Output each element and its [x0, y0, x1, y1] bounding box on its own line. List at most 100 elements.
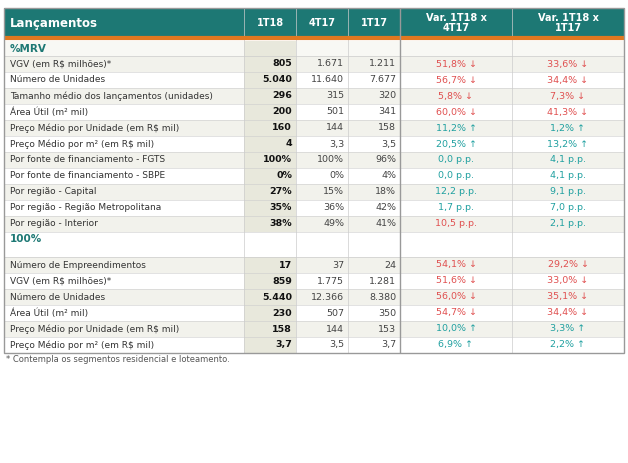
Bar [4, 72, 624, 88]
Bar [244, 72, 296, 88]
Text: Preço Médio por m² (em R$ mil): Preço Médio por m² (em R$ mil) [10, 139, 154, 149]
Text: 3,7: 3,7 [381, 340, 396, 350]
Text: Por região - Interior: Por região - Interior [10, 219, 98, 229]
Text: 4: 4 [285, 139, 292, 149]
Text: 1.281: 1.281 [369, 276, 396, 286]
Bar [4, 184, 624, 200]
Bar [244, 337, 296, 353]
Bar [4, 337, 624, 353]
Text: Lançamentos: Lançamentos [10, 17, 98, 30]
Text: Preço Médio por Unidade (em R$ mil): Preço Médio por Unidade (em R$ mil) [10, 324, 179, 334]
Bar [244, 120, 296, 136]
Bar [4, 88, 624, 104]
Text: Número de Empreendimentos: Número de Empreendimentos [10, 261, 146, 269]
Bar [244, 88, 296, 104]
Text: 341: 341 [378, 107, 396, 117]
Text: 56,0% ↓: 56,0% ↓ [435, 293, 477, 301]
Bar [4, 104, 624, 120]
Text: 1,2% ↑: 1,2% ↑ [551, 124, 585, 132]
Text: 38%: 38% [269, 219, 292, 229]
Text: * Contempla os segmentos residencial e loteamento.: * Contempla os segmentos residencial e l… [6, 356, 230, 364]
Text: 230: 230 [273, 308, 292, 318]
Text: 0%: 0% [329, 171, 344, 181]
Text: 10,0% ↑: 10,0% ↑ [435, 325, 477, 333]
Text: 1.671: 1.671 [317, 60, 344, 69]
Text: VGV (em R$ milhões)*: VGV (em R$ milhões)* [10, 60, 111, 69]
Bar [244, 321, 296, 337]
Text: 4T17: 4T17 [443, 23, 470, 33]
Text: 144: 144 [326, 124, 344, 132]
Text: 1.211: 1.211 [369, 60, 396, 69]
Text: 49%: 49% [323, 219, 344, 229]
Text: 2,2% ↑: 2,2% ↑ [551, 340, 585, 350]
Text: 36%: 36% [323, 204, 344, 213]
Bar [244, 152, 296, 168]
Text: 7.677: 7.677 [369, 75, 396, 85]
Text: Var. 1T18 x: Var. 1T18 x [538, 13, 598, 23]
Bar [4, 56, 624, 72]
Text: 56,7% ↓: 56,7% ↓ [435, 75, 477, 85]
Text: 35%: 35% [269, 204, 292, 213]
Bar [4, 152, 624, 168]
Text: 33,6% ↓: 33,6% ↓ [548, 60, 588, 69]
Text: Preço Médio por Unidade (em R$ mil): Preço Médio por Unidade (em R$ mil) [10, 123, 179, 133]
Text: 60,0% ↓: 60,0% ↓ [435, 107, 477, 117]
Bar [244, 184, 296, 200]
Text: 12.366: 12.366 [311, 293, 344, 301]
Text: 24: 24 [384, 261, 396, 269]
Text: Tamanho médio dos lançamentos (unidades): Tamanho médio dos lançamentos (unidades) [10, 91, 213, 101]
Bar [244, 200, 296, 216]
Text: Var. 1T18 x: Var. 1T18 x [426, 13, 487, 23]
Text: 37: 37 [332, 261, 344, 269]
Text: 144: 144 [326, 325, 344, 333]
Text: 3,7: 3,7 [275, 340, 292, 350]
Bar [4, 257, 624, 273]
Text: 158: 158 [272, 325, 292, 333]
Text: Área Útil (m² mil): Área Útil (m² mil) [10, 107, 88, 117]
Bar [244, 216, 296, 232]
Text: 320: 320 [378, 92, 396, 100]
Bar [244, 289, 296, 305]
Text: 5.040: 5.040 [262, 75, 292, 85]
Text: 100%: 100% [263, 156, 292, 164]
Text: 7,0 p.p.: 7,0 p.p. [550, 204, 586, 213]
Text: 0,0 p.p.: 0,0 p.p. [438, 171, 474, 181]
Text: 315: 315 [326, 92, 344, 100]
Text: 1T17: 1T17 [555, 23, 582, 33]
Text: 5.440: 5.440 [262, 293, 292, 301]
Text: 17: 17 [279, 261, 292, 269]
Text: 3,3: 3,3 [328, 139, 344, 149]
Text: Área Útil (m² mil): Área Útil (m² mil) [10, 308, 88, 318]
Text: 33,0% ↓: 33,0% ↓ [548, 276, 588, 286]
Bar [4, 305, 624, 321]
Text: 51,6% ↓: 51,6% ↓ [435, 276, 477, 286]
Text: 3,5: 3,5 [329, 340, 344, 350]
Text: 18%: 18% [375, 188, 396, 196]
Text: 160: 160 [273, 124, 292, 132]
Text: 96%: 96% [375, 156, 396, 164]
Text: Por fonte de financiamento - FGTS: Por fonte de financiamento - FGTS [10, 156, 165, 164]
Text: 3,3% ↑: 3,3% ↑ [550, 325, 586, 333]
Bar [4, 321, 624, 337]
Bar [4, 8, 624, 353]
Text: 4%: 4% [381, 171, 396, 181]
Bar [4, 200, 624, 216]
Text: 4,1 p.p.: 4,1 p.p. [550, 156, 586, 164]
Bar [244, 273, 296, 289]
Text: 42%: 42% [375, 204, 396, 213]
Text: 41,3% ↓: 41,3% ↓ [548, 107, 588, 117]
Text: 1T17: 1T17 [360, 18, 387, 28]
Text: 0,0 p.p.: 0,0 p.p. [438, 156, 474, 164]
Text: 41%: 41% [375, 219, 396, 229]
Text: 153: 153 [378, 325, 396, 333]
Text: 3,5: 3,5 [381, 139, 396, 149]
Text: 7,3% ↓: 7,3% ↓ [550, 92, 585, 100]
Text: 34,4% ↓: 34,4% ↓ [548, 75, 588, 85]
Bar [4, 232, 624, 257]
Text: 11,2% ↑: 11,2% ↑ [435, 124, 477, 132]
Text: 100%: 100% [317, 156, 344, 164]
Text: 34,4% ↓: 34,4% ↓ [548, 308, 588, 318]
Bar [244, 305, 296, 321]
Text: 13,2% ↑: 13,2% ↑ [548, 139, 588, 149]
Text: 805: 805 [273, 60, 292, 69]
